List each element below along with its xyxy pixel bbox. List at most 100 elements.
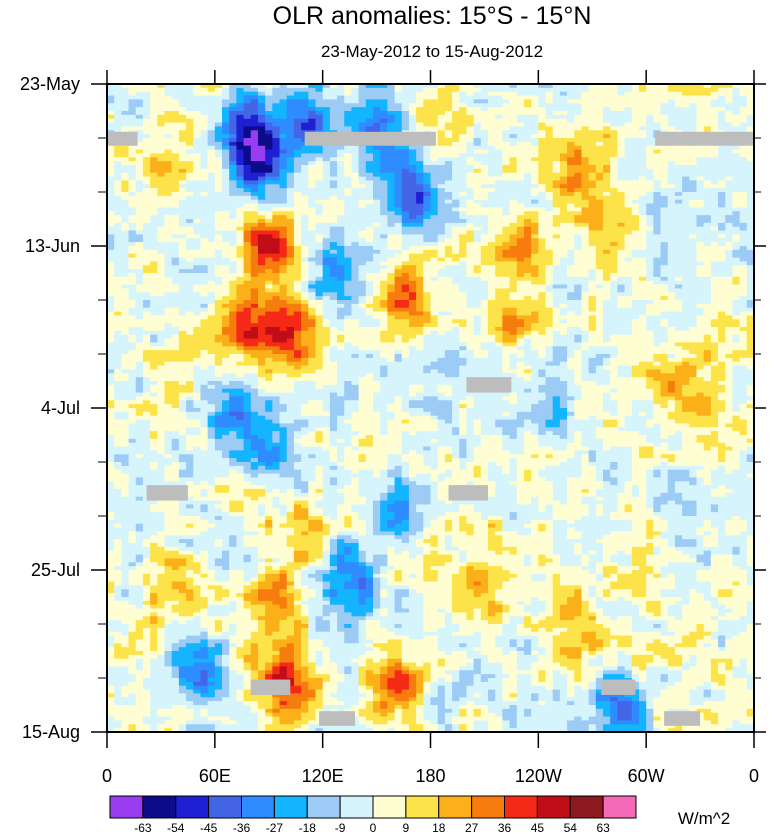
- field-cell: [466, 238, 475, 243]
- field-cell: [337, 99, 345, 104]
- field-cell: [459, 276, 468, 282]
- field-cell: [301, 292, 309, 297]
- field-cell: [444, 203, 453, 209]
- field-cell: [552, 149, 561, 155]
- field-cell: [257, 118, 266, 124]
- field-cell: [315, 161, 324, 166]
- field-cell: [523, 195, 532, 201]
- field-cell: [452, 172, 460, 178]
- field-cell: [574, 188, 583, 193]
- field-cell: [423, 87, 432, 93]
- field-cell: [301, 176, 309, 182]
- field-cell: [488, 269, 496, 274]
- field-cell: [308, 219, 317, 224]
- field-cell: [416, 149, 424, 155]
- field-cell: [358, 253, 367, 259]
- field-cell: [394, 149, 403, 155]
- field-cell: [653, 261, 662, 266]
- field-cell: [674, 118, 683, 124]
- field-cell: [646, 122, 654, 128]
- field-cell: [286, 284, 295, 290]
- field-cell: [674, 265, 683, 270]
- field-cell: [660, 226, 669, 232]
- field-cell: [444, 138, 453, 143]
- field-cell: [207, 145, 216, 151]
- field-cell: [567, 199, 575, 205]
- field-cell: [559, 165, 568, 170]
- field-cell: [365, 215, 374, 220]
- field-cell: [214, 203, 223, 209]
- field-cell: [710, 145, 719, 151]
- field-cell: [351, 265, 360, 270]
- field-cell: [682, 176, 690, 182]
- field-cell: [617, 265, 626, 270]
- field-cell: [674, 111, 683, 116]
- field-cell: [638, 161, 647, 166]
- field-cell: [653, 111, 662, 116]
- field-cell: [523, 111, 532, 116]
- field-cell: [337, 234, 345, 239]
- field-cell: [545, 292, 554, 297]
- field-cell: [229, 168, 237, 174]
- field-cell: [207, 284, 216, 290]
- field-cell: [308, 222, 317, 228]
- field-cell: [257, 284, 266, 290]
- field-cell: [559, 246, 568, 251]
- field-cell: [466, 292, 475, 297]
- field-cell: [545, 211, 554, 216]
- field-cell: [523, 122, 532, 128]
- field-cell: [150, 203, 158, 209]
- field-cell: [351, 230, 360, 236]
- field-cell: [286, 292, 295, 297]
- field-cell: [624, 230, 633, 236]
- field-cell: [595, 122, 604, 128]
- field-cell: [301, 195, 309, 201]
- field-cell: [351, 103, 360, 108]
- field-cell: [689, 238, 698, 243]
- field-cell: [624, 222, 633, 228]
- field-cell: [164, 261, 173, 266]
- field-cell: [186, 195, 194, 201]
- field-cell: [222, 176, 230, 182]
- field-cell: [574, 172, 583, 178]
- field-cell: [538, 238, 547, 243]
- field-cell: [250, 122, 259, 128]
- field-cell: [315, 238, 324, 243]
- field-cell: [610, 157, 619, 162]
- field-cell: [107, 107, 115, 112]
- field-cell: [430, 145, 439, 151]
- field-cell: [502, 180, 511, 185]
- field-cell: [337, 222, 345, 228]
- field-cell: [142, 138, 151, 143]
- field-cell: [732, 149, 741, 155]
- field-cell: [315, 195, 324, 201]
- field-cell: [437, 161, 446, 166]
- field-cell: [710, 168, 719, 174]
- field-cell: [200, 292, 209, 297]
- field-cell: [581, 126, 590, 131]
- field-cell: [164, 87, 173, 93]
- field-cell: [552, 84, 561, 89]
- field-cell: [337, 246, 345, 251]
- field-cell: [329, 176, 338, 182]
- field-cell: [372, 111, 381, 116]
- field-cell: [531, 107, 539, 112]
- field-cell: [193, 153, 202, 158]
- field-cell: [567, 168, 575, 174]
- field-cell: [121, 176, 130, 182]
- field-cell: [257, 219, 266, 224]
- field-cell: [214, 126, 223, 131]
- field-cell: [696, 145, 705, 151]
- field-cell: [595, 284, 604, 290]
- field-cell: [222, 161, 230, 166]
- field-cell: [272, 103, 281, 108]
- field-cell: [567, 122, 575, 128]
- field-cell: [236, 188, 245, 193]
- field-cell: [452, 184, 460, 189]
- field-cell: [387, 172, 396, 178]
- field-cell: [624, 99, 633, 104]
- field-cell: [150, 222, 158, 228]
- field-cell: [380, 188, 388, 193]
- field-cell: [128, 207, 137, 212]
- field-cell: [279, 234, 288, 239]
